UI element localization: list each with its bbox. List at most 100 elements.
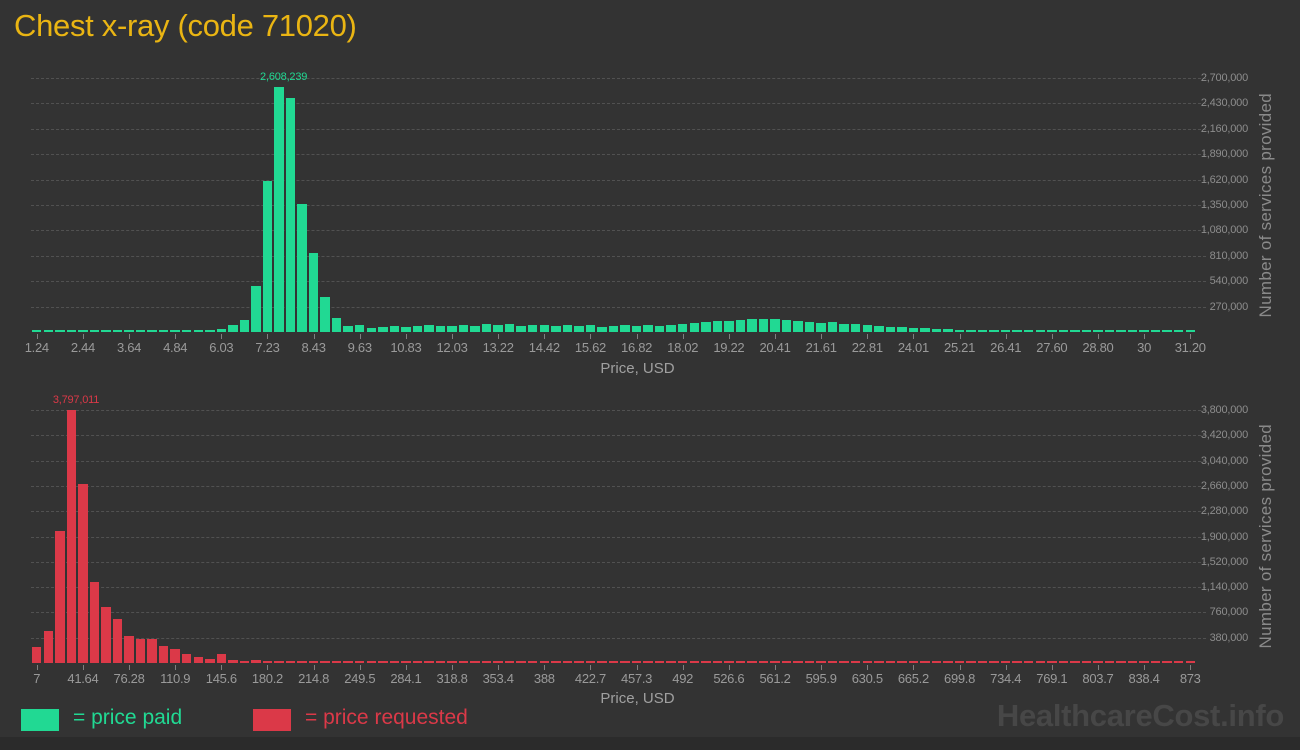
histogram-bar[interactable] [112,619,123,663]
histogram-bar[interactable] [931,660,942,663]
histogram-bar[interactable] [677,660,688,663]
histogram-bar[interactable] [793,660,803,663]
histogram-bar[interactable] [66,329,77,332]
histogram-bar[interactable] [1162,660,1172,663]
histogram-bar[interactable] [435,326,446,332]
histogram-bar[interactable] [1070,660,1080,663]
histogram-bar[interactable] [608,325,619,332]
histogram-bar[interactable] [585,660,596,663]
histogram-bar[interactable] [481,660,492,663]
histogram-bar[interactable] [389,660,400,663]
histogram-bar[interactable] [366,660,376,663]
histogram-bar[interactable] [1173,329,1184,332]
histogram-bar[interactable] [458,325,469,332]
histogram-bar[interactable] [966,660,976,663]
histogram-bar[interactable] [562,324,573,332]
histogram-bar[interactable] [1093,329,1103,332]
histogram-bar[interactable] [1139,329,1149,332]
histogram-bar[interactable] [101,607,111,663]
histogram-bar[interactable] [724,660,734,663]
histogram-bar[interactable] [1012,329,1022,332]
histogram-bar[interactable] [1024,329,1034,332]
histogram-bar[interactable] [274,660,284,663]
histogram-bar[interactable] [412,660,423,663]
histogram-bar[interactable] [989,329,999,332]
histogram-bar[interactable] [89,329,100,332]
histogram-bar[interactable] [666,325,676,332]
histogram-bar[interactable] [689,322,699,332]
histogram-bar[interactable] [193,329,203,332]
histogram-bar[interactable] [274,86,284,332]
histogram-bar[interactable] [597,660,607,663]
histogram-bar[interactable] [574,660,584,663]
histogram-bar[interactable] [528,660,538,663]
histogram-bar[interactable] [631,326,642,332]
histogram-bar[interactable] [389,325,400,332]
histogram-bar[interactable] [481,324,492,332]
histogram-bar[interactable] [147,639,157,663]
histogram-bar[interactable] [643,325,653,332]
histogram-bar[interactable] [447,660,457,663]
histogram-bar[interactable] [1035,660,1045,663]
histogram-bar[interactable] [181,653,192,663]
histogram-bar[interactable] [816,660,826,663]
histogram-bar[interactable] [158,646,169,663]
histogram-bar[interactable] [724,320,734,332]
histogram-bar[interactable] [562,660,573,663]
histogram-bar[interactable] [528,324,538,332]
histogram-bar[interactable] [124,635,134,663]
histogram-bar[interactable] [366,327,376,332]
histogram-bar[interactable] [585,325,596,332]
histogram-bar[interactable] [78,329,88,332]
histogram-bar[interactable] [55,530,65,663]
histogram-bar[interactable] [1058,329,1069,332]
histogram-bar[interactable] [32,329,42,332]
histogram-bar[interactable] [689,660,699,663]
histogram-bar[interactable] [412,326,423,332]
histogram-bar[interactable] [1093,660,1103,663]
histogram-bar[interactable] [239,319,250,332]
histogram-bar[interactable] [216,653,227,663]
histogram-bar[interactable] [897,660,907,663]
histogram-bar[interactable] [770,660,780,663]
histogram-bar[interactable] [435,660,446,663]
histogram-bar[interactable] [631,660,642,663]
histogram-bar[interactable] [124,329,134,332]
histogram-bar[interactable] [989,660,999,663]
histogram-bar[interactable] [170,649,180,663]
histogram-bar[interactable] [55,329,65,332]
histogram-bar[interactable] [1173,660,1184,663]
histogram-bar[interactable] [804,660,815,663]
histogram-bar[interactable] [931,328,942,332]
histogram-bar[interactable] [908,327,919,332]
histogram-bar[interactable] [285,97,296,332]
histogram-bar[interactable] [228,324,238,332]
histogram-bar[interactable] [885,326,896,332]
histogram-bar[interactable] [447,325,457,332]
histogram-bar[interactable] [781,319,792,332]
histogram-bar[interactable] [78,483,88,663]
histogram-bar[interactable] [920,328,930,332]
histogram-bar[interactable] [597,326,607,332]
histogram-bar[interactable] [620,325,630,332]
histogram-bar[interactable] [874,325,884,332]
histogram-bar[interactable] [493,325,503,332]
histogram-bar[interactable] [851,660,861,663]
histogram-bar[interactable] [827,660,838,663]
histogram-bar[interactable] [816,322,826,332]
histogram-bar[interactable] [551,660,561,663]
histogram-bar[interactable] [43,329,54,332]
histogram-bar[interactable] [262,180,273,332]
histogram-bar[interactable] [1047,329,1057,332]
histogram-bar[interactable] [1162,329,1172,332]
histogram-bar[interactable] [954,660,965,663]
histogram-bar[interactable] [666,660,676,663]
histogram-bar[interactable] [504,660,515,663]
histogram-bar[interactable] [804,321,815,332]
histogram-bar[interactable] [1104,660,1115,663]
histogram-bar[interactable] [608,660,619,663]
histogram-bar[interactable] [654,660,665,663]
histogram-bar[interactable] [112,329,123,332]
histogram-bar[interactable] [1127,660,1138,663]
histogram-bar[interactable] [908,660,919,663]
